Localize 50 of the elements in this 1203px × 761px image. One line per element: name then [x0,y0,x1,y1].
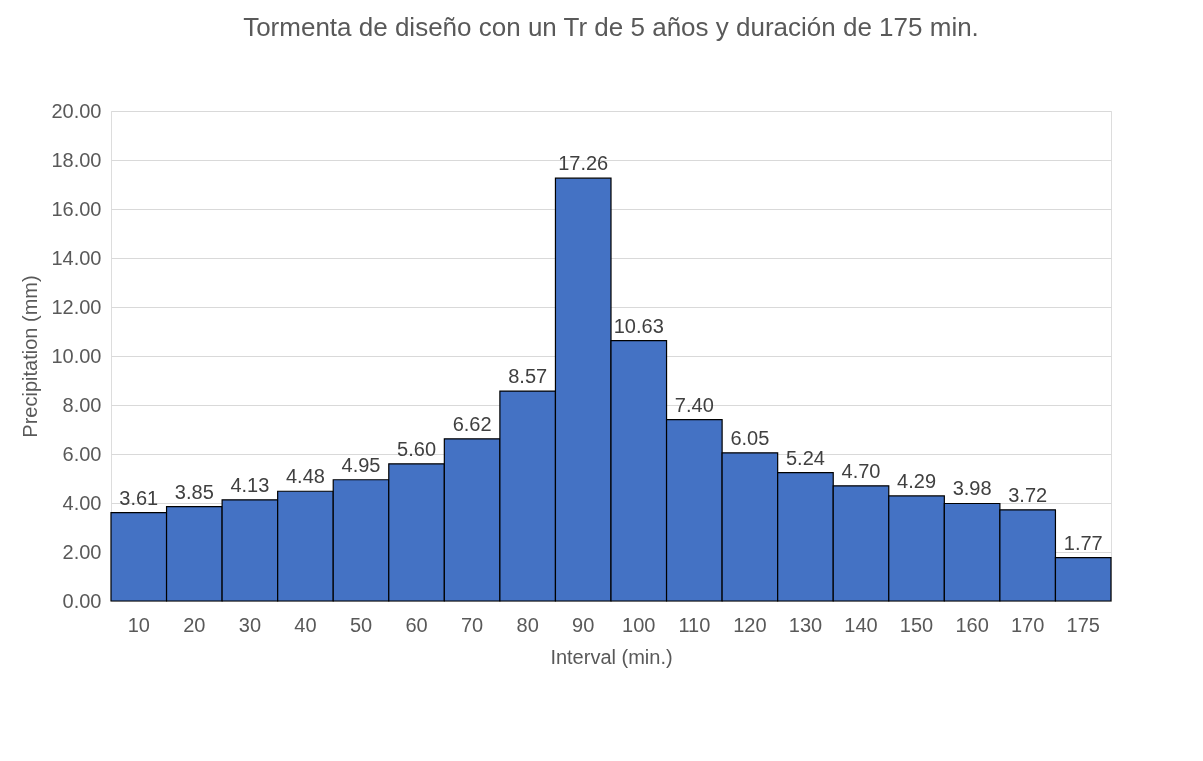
y-tick-label: 18.00 [51,148,102,171]
x-tick-label: 80 [516,613,539,636]
y-tick-label: 12.00 [51,295,102,318]
data-label: 4.29 [897,469,937,492]
data-label: 17.26 [558,152,609,175]
data-label: 4.13 [230,473,270,496]
x-tick-label: 120 [733,613,767,636]
data-label: 3.98 [952,477,992,500]
y-tick-label: 8.00 [62,393,102,416]
data-label: 3.85 [174,480,214,503]
x-tick-label: 60 [405,613,428,636]
x-tick-label: 30 [238,613,262,636]
data-label: 3.72 [1008,483,1048,506]
x-tick-label: 90 [572,613,595,636]
y-tick-label: 16.00 [51,197,102,220]
data-label: 4.48 [285,465,325,488]
data-label: 4.95 [341,453,381,476]
x-axis-title: Interval (min.) [550,645,673,668]
data-label: 3.61 [119,486,159,509]
x-tick-label: 10 [127,613,150,636]
data-label: 5.24 [785,446,825,469]
data-label: 6.62 [452,412,492,435]
x-tick-label: 170 [1010,613,1045,636]
y-tick-label: 4.00 [62,491,102,514]
x-tick-label: 20 [183,613,206,636]
data-label: 8.57 [508,365,548,388]
x-tick-label: 175 [1066,613,1100,636]
x-tick-label: 110 [678,613,711,636]
x-tick-label: 130 [788,613,823,636]
data-label: 4.70 [841,459,881,482]
chart-title: Tormenta de diseño con un Tr de 5 años y duración de 175 min. [243,12,979,42]
x-tick-label: 150 [899,613,934,636]
x-tick-label: 50 [349,613,373,636]
data-label: 1.77 [1063,531,1103,554]
data-label: 5.60 [397,437,437,460]
x-tick-label: 160 [955,613,989,636]
y-tick-label: 6.00 [62,442,102,465]
y-tick-label: 14.00 [51,246,102,269]
y-tick-label: 0.00 [62,589,102,612]
data-label: 6.05 [730,426,770,449]
y-tick-label: 10.00 [51,344,102,367]
x-tick-label: 70 [460,613,484,636]
y-axis-title: Precipitation (mm) [19,275,42,438]
x-tick-label: 40 [294,613,317,636]
y-tick-label: 2.00 [62,540,102,563]
data-label: 10.63 [613,314,664,337]
x-tick-label: 140 [844,613,878,636]
data-label: 7.40 [674,393,714,416]
x-tick-label: 100 [622,613,656,636]
y-tick-label: 20.00 [51,99,102,122]
